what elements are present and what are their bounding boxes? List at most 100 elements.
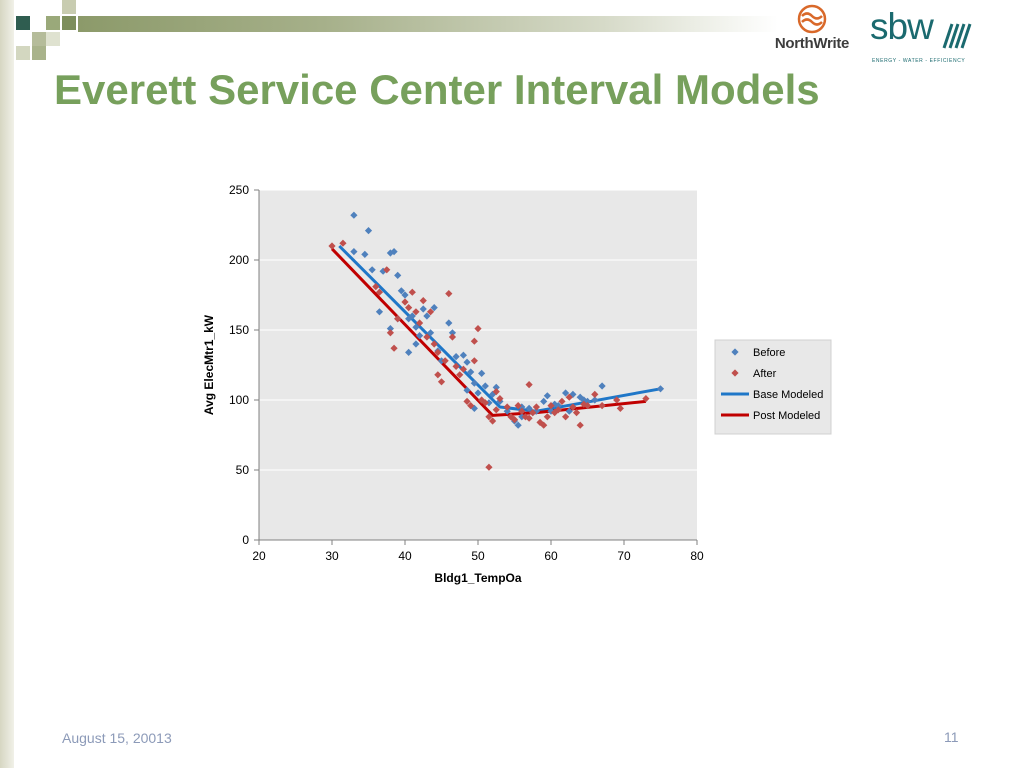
y-tick-label: 200 (229, 253, 249, 267)
before-point (562, 389, 570, 397)
before-point (390, 248, 398, 256)
page-number: 11 (944, 729, 959, 745)
top-gradient-bar (78, 16, 778, 32)
scatter-chart: 0 50 100 150 200 250 20 30 40 50 60 70 80 Bldg1_Temp… (202, 183, 832, 585)
before-point (565, 407, 573, 415)
y-tick-label: 50 (236, 463, 250, 477)
after-point (328, 242, 336, 250)
sbw-tagline: ENERGY - WATER - EFFICIENCY (872, 58, 966, 64)
decor-square (16, 46, 30, 60)
sbw-logo-text: sbw (870, 6, 934, 47)
after-point (459, 365, 467, 373)
before-point (448, 329, 457, 337)
after-point (551, 409, 559, 417)
after-point (503, 403, 511, 411)
after-point (401, 298, 409, 306)
before-point (656, 385, 665, 393)
before-point (412, 323, 420, 331)
legend-box (714, 339, 832, 435)
before-point (474, 389, 482, 397)
x-tick-label: 60 (544, 549, 558, 563)
slide-title: Everett Service Center Interval Models (54, 66, 820, 113)
before-point (463, 386, 471, 394)
after-point (518, 407, 526, 415)
before-point (423, 312, 431, 320)
before-point (481, 382, 489, 390)
decor-square (46, 32, 60, 46)
y-tick-label: 100 (229, 393, 249, 407)
decor-square (62, 0, 76, 14)
before-point (569, 390, 577, 398)
before-point (532, 407, 540, 415)
after-point (496, 395, 504, 403)
legend-label: Post Modeled (753, 410, 820, 422)
x-tick-label: 70 (617, 549, 631, 563)
before-point (503, 407, 511, 415)
northwrite-logo-text: NorthWrite (774, 35, 850, 52)
after-point (598, 402, 606, 410)
y-axis-title: Avg ElecMtr1_kW (202, 314, 216, 415)
before-point (598, 382, 606, 390)
post-modeled-line (330, 247, 647, 417)
after-point (423, 333, 431, 341)
after-point (426, 308, 435, 316)
after-point (569, 403, 577, 411)
x-tick-label: 50 (471, 549, 485, 563)
before-point (419, 305, 427, 313)
after-point (456, 371, 464, 379)
after-point (514, 402, 522, 410)
after-point (470, 337, 478, 345)
before-point (437, 357, 446, 365)
footer-date: August 15, 20013 (62, 730, 172, 746)
y-tick-label: 150 (229, 323, 249, 337)
legend-label: Before (753, 347, 785, 359)
before-point (543, 392, 551, 400)
before-point (470, 379, 478, 387)
after-point (576, 421, 584, 429)
before-point (580, 396, 588, 404)
legend-label: Base Modeled (753, 389, 823, 401)
before-point (551, 400, 559, 408)
decor-square (46, 16, 60, 30)
y-tick-label: 0 (242, 533, 249, 547)
northwrite-logo: NorthWrite (766, 4, 858, 56)
sbw-slash-icon (942, 23, 972, 49)
legend-label: After (753, 368, 777, 380)
after-point (412, 308, 420, 316)
after-point (492, 406, 500, 414)
after-point (521, 413, 530, 421)
x-tick-label: 30 (325, 549, 339, 563)
decor-square (32, 32, 46, 46)
legend-marker (731, 369, 739, 377)
northwrite-wave-icon (797, 4, 827, 34)
before-point (426, 329, 435, 337)
after-point (565, 393, 573, 401)
before-point (386, 249, 394, 257)
left-decor-strip (0, 0, 14, 768)
after-point (532, 403, 540, 411)
before-point (485, 399, 493, 407)
after-point (390, 344, 398, 352)
after-point (642, 395, 650, 403)
after-point (430, 340, 438, 348)
before-point (445, 319, 453, 327)
chart-legend: Before After Base Modeled Post Modeled (714, 339, 832, 435)
after-point (562, 413, 570, 421)
before-point (470, 404, 478, 412)
y-tick-label: 250 (229, 183, 249, 197)
decor-square (32, 46, 46, 60)
before-point (514, 421, 522, 429)
before-point (401, 291, 409, 299)
x-tick-label: 40 (398, 549, 412, 563)
after-point (485, 413, 493, 421)
axes (254, 189, 698, 545)
legend-marker (731, 348, 739, 356)
after-point (507, 413, 515, 421)
before-point (478, 369, 486, 377)
after-point (525, 414, 533, 422)
decor-square (62, 16, 76, 30)
x-tick-label: 80 (690, 549, 704, 563)
after-point (580, 400, 588, 408)
after-point (419, 297, 427, 305)
after-point (540, 421, 548, 429)
